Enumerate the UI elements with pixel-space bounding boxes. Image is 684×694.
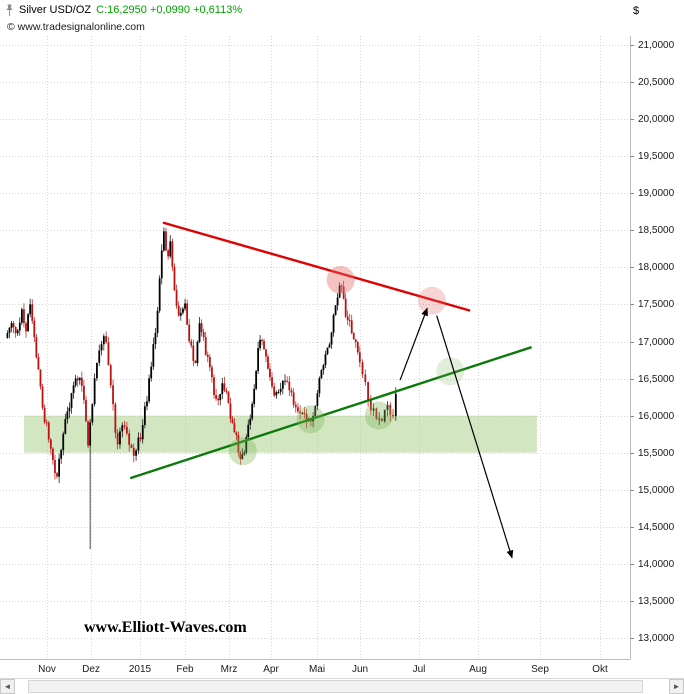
resistance-touch-target-circle[interactable] — [417, 286, 446, 315]
support-zone[interactable] — [24, 415, 537, 453]
horizontal-scrollbar: ◄ ► — [0, 678, 684, 694]
instrument-title: Silver USD/OZ — [19, 4, 92, 16]
rising-support-trendline[interactable] — [129, 346, 532, 480]
pin-icon[interactable] — [5, 4, 14, 17]
scrollbar-track[interactable] — [15, 679, 669, 694]
y-axis-ticks — [630, 45, 634, 639]
support-touch-target-circle[interactable] — [436, 357, 465, 386]
quote-values: C:16,2950 +0,0990 +0,6113% — [96, 4, 243, 16]
copyright-text: © www.tradesignalonline.com — [7, 21, 145, 33]
support-touch-2-circle[interactable] — [296, 405, 325, 434]
chart-header: Silver USD/OZ C:16,2950 +0,0990 +0,6113% — [5, 4, 242, 17]
support-touch-1-circle[interactable] — [228, 437, 257, 466]
projection-down-arrow[interactable] — [436, 315, 514, 559]
projection-up-arrow[interactable] — [399, 307, 428, 381]
resistance-touch-1-circle[interactable] — [326, 265, 355, 294]
support-touch-3-circle[interactable] — [364, 401, 393, 430]
watermark: www.Elliott-Waves.com — [84, 619, 247, 636]
currency-symbol: $ — [633, 5, 640, 17]
candlesticks — [6, 227, 397, 550]
scroll-left-button[interactable]: ◄ — [0, 679, 15, 694]
scroll-right-button[interactable]: ► — [669, 679, 684, 694]
falling-resistance-trendline[interactable] — [162, 221, 471, 312]
scrollbar-thumb[interactable] — [28, 680, 643, 693]
